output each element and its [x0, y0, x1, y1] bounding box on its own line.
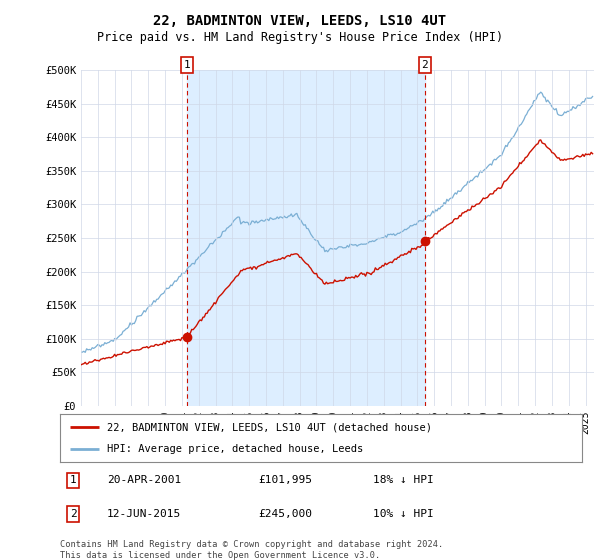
Bar — [187, 70, 425, 406]
Text: Price paid vs. HM Land Registry's House Price Index (HPI): Price paid vs. HM Land Registry's House … — [97, 31, 503, 44]
Text: 2: 2 — [70, 509, 76, 519]
Text: 20-APR-2001: 20-APR-2001 — [107, 475, 181, 486]
Text: 22, BADMINTON VIEW, LEEDS, LS10 4UT (detached house): 22, BADMINTON VIEW, LEEDS, LS10 4UT (det… — [107, 422, 432, 432]
Text: £245,000: £245,000 — [259, 509, 313, 519]
Text: Contains HM Land Registry data © Crown copyright and database right 2024.
This d: Contains HM Land Registry data © Crown c… — [60, 540, 443, 560]
Text: 10% ↓ HPI: 10% ↓ HPI — [373, 509, 434, 519]
Text: £101,995: £101,995 — [259, 475, 313, 486]
Text: 22, BADMINTON VIEW, LEEDS, LS10 4UT: 22, BADMINTON VIEW, LEEDS, LS10 4UT — [154, 14, 446, 28]
Text: 18% ↓ HPI: 18% ↓ HPI — [373, 475, 434, 486]
Text: HPI: Average price, detached house, Leeds: HPI: Average price, detached house, Leed… — [107, 444, 363, 454]
Text: 2: 2 — [422, 60, 428, 70]
Text: 12-JUN-2015: 12-JUN-2015 — [107, 509, 181, 519]
Text: 1: 1 — [184, 60, 190, 70]
Text: 1: 1 — [70, 475, 76, 486]
